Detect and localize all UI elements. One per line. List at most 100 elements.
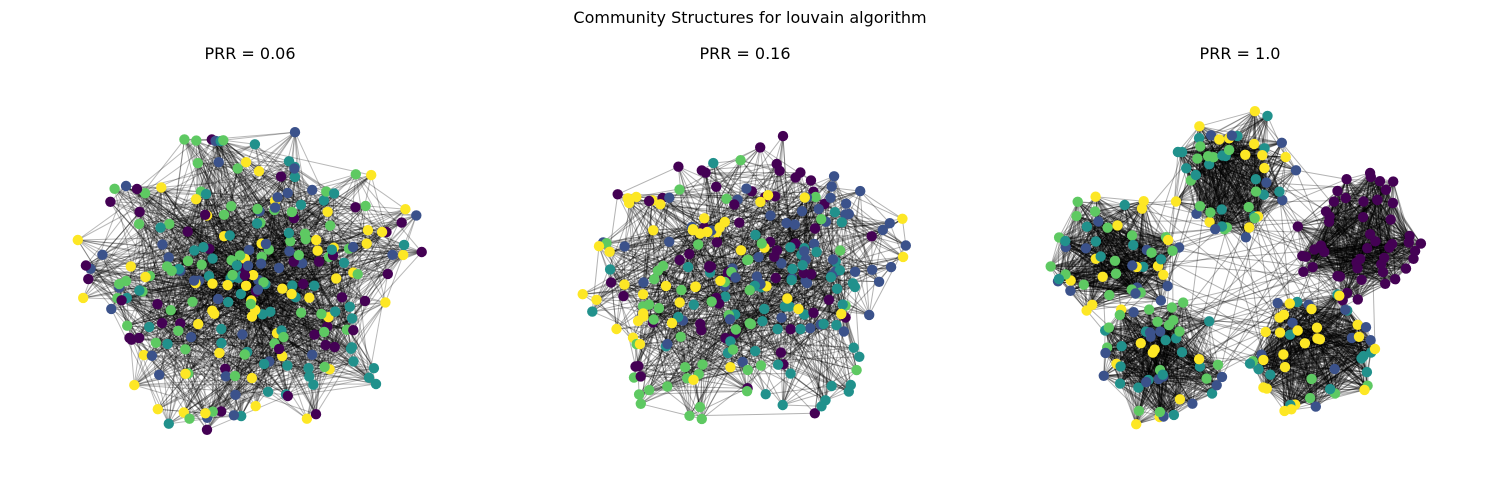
node: [755, 360, 767, 371]
edge: [144, 192, 249, 267]
node: [200, 408, 211, 419]
edge: [1255, 169, 1297, 180]
edge: [1226, 149, 1230, 228]
edge: [220, 140, 295, 168]
node: [133, 332, 145, 344]
edge: [195, 282, 348, 331]
edge: [1329, 216, 1371, 235]
edge: [1333, 201, 1414, 260]
edge: [276, 296, 343, 334]
edge: [308, 251, 423, 377]
edge: [780, 196, 817, 264]
edge: [617, 193, 697, 287]
node: [813, 203, 824, 215]
edge: [212, 189, 313, 285]
edge: [114, 188, 200, 282]
edge: [1209, 191, 1257, 223]
edge: [185, 268, 246, 375]
edge: [754, 285, 779, 365]
edge: [245, 161, 288, 194]
node: [867, 264, 878, 275]
node: [166, 265, 177, 276]
edge: [638, 336, 682, 395]
edge: [760, 276, 832, 366]
edge: [1185, 134, 1212, 169]
node: [307, 184, 318, 196]
edge: [1226, 111, 1256, 228]
edge: [277, 197, 300, 256]
edge: [1221, 194, 1264, 210]
edge: [1181, 151, 1250, 228]
edge: [1369, 172, 1393, 245]
edge: [191, 336, 280, 350]
edge: [1337, 189, 1386, 192]
edge: [251, 316, 354, 331]
edge: [643, 282, 734, 351]
edge: [251, 300, 329, 318]
edge: [206, 215, 354, 248]
edge: [285, 313, 322, 395]
edge: [648, 304, 748, 392]
edge: [294, 132, 306, 234]
edge: [1175, 137, 1230, 202]
edge: [206, 215, 417, 419]
edge: [658, 285, 725, 309]
edge: [194, 249, 386, 303]
node: [216, 406, 227, 417]
edge: [665, 345, 748, 392]
edge: [716, 177, 796, 243]
edge: [1305, 256, 1357, 264]
edge: [685, 366, 748, 371]
edge: [160, 167, 295, 229]
edge: [742, 261, 837, 363]
edge: [198, 280, 288, 366]
edge: [223, 199, 325, 237]
edge: [777, 364, 826, 401]
edge: [133, 342, 157, 386]
edge: [185, 280, 200, 374]
edge: [244, 354, 309, 369]
edge: [246, 311, 271, 353]
edge: [88, 193, 207, 280]
edge: [161, 322, 313, 356]
edge: [259, 210, 383, 233]
edge: [1346, 178, 1407, 269]
edge: [582, 244, 699, 295]
edge: [1305, 256, 1386, 285]
node: [653, 303, 665, 314]
node: [301, 413, 313, 424]
edge: [606, 221, 842, 244]
edge: [282, 346, 352, 357]
edge: [114, 188, 225, 237]
edge: [237, 168, 258, 224]
node: [810, 191, 821, 203]
edge: [193, 176, 282, 281]
edge: [295, 273, 358, 298]
edge: [1228, 115, 1268, 151]
edge: [617, 194, 679, 318]
edge: [168, 283, 213, 424]
edge: [206, 377, 253, 431]
edge: [161, 298, 219, 324]
edge: [293, 261, 366, 302]
edge: [1221, 142, 1283, 227]
edge: [118, 287, 214, 413]
edge: [1190, 179, 1257, 193]
edge: [591, 230, 654, 312]
edge: [1254, 111, 1265, 149]
edge: [90, 268, 193, 303]
edge: [609, 269, 644, 314]
edge: [256, 223, 333, 251]
edge: [727, 180, 812, 277]
node: [396, 217, 407, 228]
edge: [196, 140, 313, 191]
edge: [313, 262, 345, 287]
node: [866, 231, 877, 242]
edge: [1325, 211, 1384, 273]
edge: [329, 311, 336, 370]
node: [664, 236, 675, 247]
edge: [237, 168, 329, 318]
edge: [149, 244, 163, 277]
edge: [198, 303, 251, 325]
edge: [598, 245, 696, 288]
